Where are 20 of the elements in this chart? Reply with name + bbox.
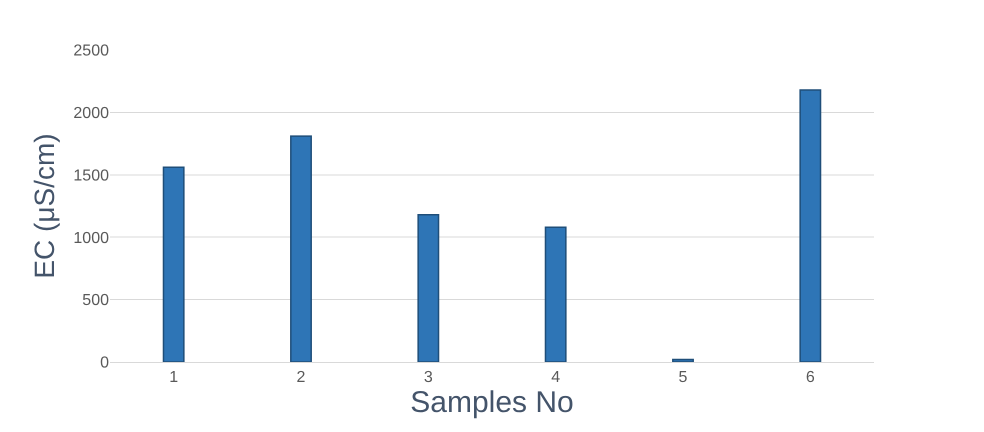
y-tick-label: 2500 xyxy=(73,42,110,60)
bar xyxy=(544,226,567,362)
bar xyxy=(417,214,440,362)
bar xyxy=(799,89,822,362)
x-tick-label: 1 xyxy=(169,369,178,386)
x-tick-label: 6 xyxy=(806,369,815,386)
y-tick-label: 0 xyxy=(100,354,110,372)
x-axis-title: Samples No xyxy=(410,386,574,420)
y-tick-label: 1500 xyxy=(73,167,110,184)
x-tick-label: 4 xyxy=(551,369,560,386)
x-tick-label: 2 xyxy=(296,369,306,386)
y-tick-label: 2000 xyxy=(73,105,110,122)
bar xyxy=(162,166,185,362)
y-tick-label: 500 xyxy=(82,292,110,310)
bar xyxy=(290,135,312,362)
y-tick-label: 1000 xyxy=(73,230,110,247)
x-tick-label: 3 xyxy=(424,369,433,386)
y-axis-title: EC (μS/cm) xyxy=(29,133,60,279)
bar xyxy=(672,358,694,362)
x-tick-label: 5 xyxy=(678,369,688,386)
